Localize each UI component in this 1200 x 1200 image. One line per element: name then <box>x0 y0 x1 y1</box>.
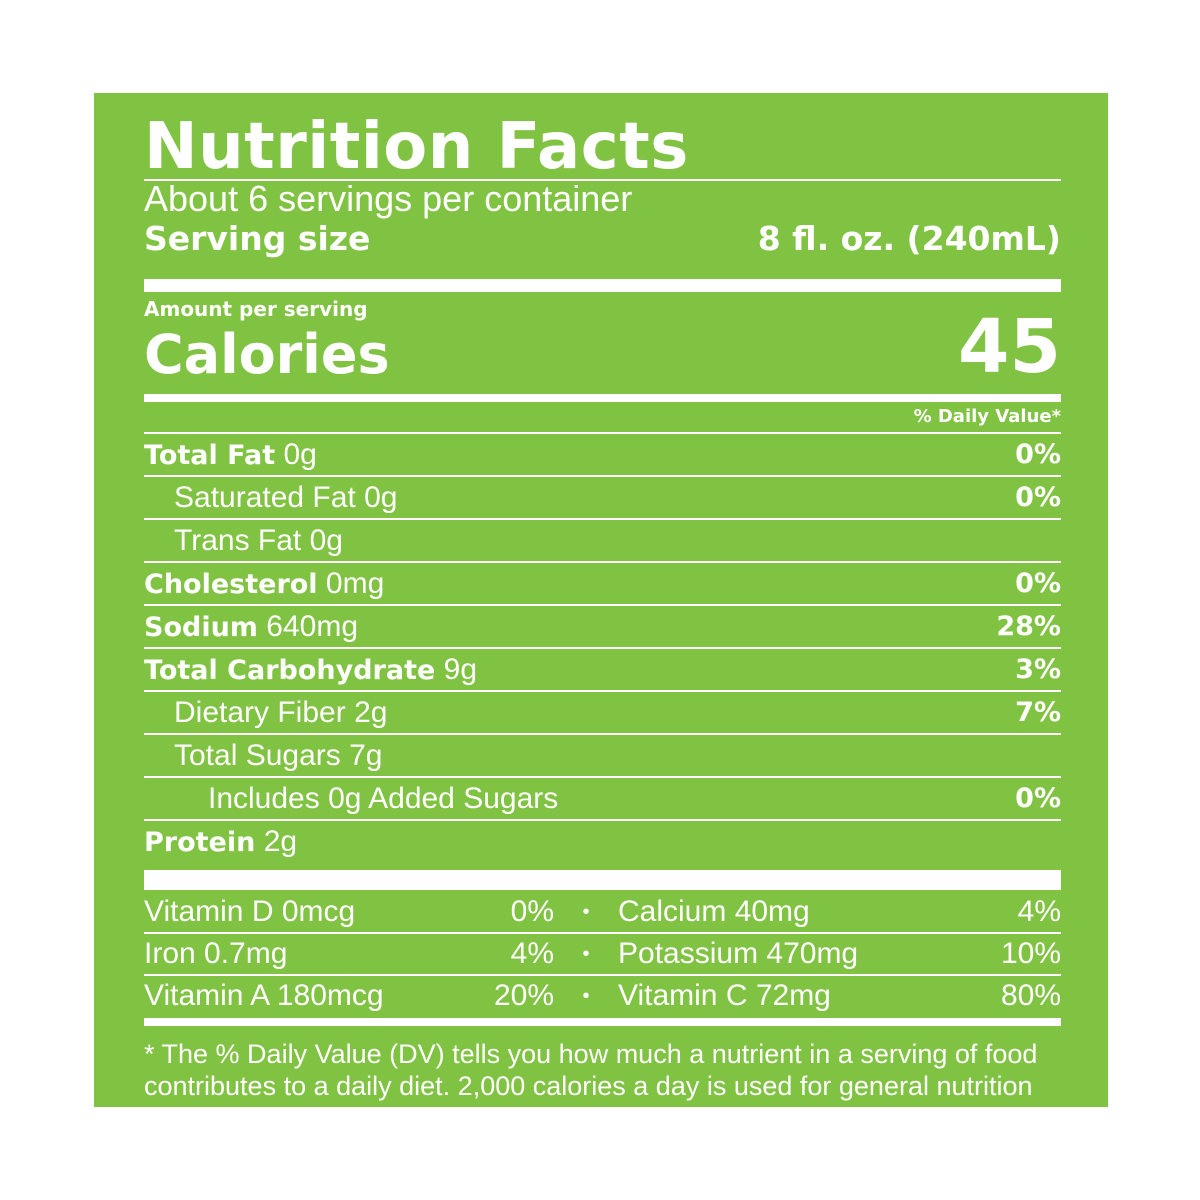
vitamin-name: Vitamin A 180mcg <box>144 979 384 1012</box>
nutrient-label: Dietary Fiber 2g <box>174 696 387 730</box>
nutrient-label: Total Fat 0g <box>144 438 317 472</box>
vitamin-name: Potassium 470mg <box>618 937 859 970</box>
thick-divider <box>144 870 1061 890</box>
thick-divider <box>144 279 1061 292</box>
servings-per-container: About 6 servings per container <box>144 178 633 219</box>
nutrient-name: Trans Fat <box>174 523 302 557</box>
calories-label: Calories <box>144 323 390 386</box>
medium-divider <box>144 1018 1061 1026</box>
nutrient-amount: 0g <box>283 437 317 471</box>
nutrient-dv: 0% <box>1015 568 1061 599</box>
vitamin-row: Iron 0.7mg 4% • Potassium 470mg 10% <box>144 932 1061 974</box>
nutrient-dv: 0% <box>1015 439 1061 470</box>
nutrient-dv: 3% <box>1015 654 1061 685</box>
nutrient-row-trans-fat: Trans Fat 0g <box>144 518 1061 561</box>
serving-size-value: 8 fl. oz. (240mL) <box>757 219 1061 258</box>
nutrient-name: Total Sugars <box>174 738 341 772</box>
nutrient-label: Includes 0g Added Sugars <box>208 781 559 815</box>
label-background <box>94 93 1108 1107</box>
vitamin-cell: Iron 0.7mg 4% <box>144 937 554 971</box>
vitamin-cell: Vitamin C 72mg 80% <box>618 979 1061 1013</box>
serving-size-row: Serving size 8 fl. oz. (240mL) <box>144 219 1061 259</box>
vitamin-row: Vitamin D 0mcg 0% • Calcium 40mg 4% <box>144 892 1061 932</box>
vitamin-name: Vitamin C 72mg <box>618 979 831 1012</box>
medium-divider <box>144 394 1061 402</box>
nutrient-amount: 640mg <box>266 609 359 643</box>
vitamin-row: Vitamin A 180mcg 20% • Vitamin C 72mg 80… <box>144 974 1061 1016</box>
nutrient-amount: 0g <box>309 523 343 557</box>
vitamin-dv: 20% <box>493 979 554 1012</box>
vitamin-dv: 4% <box>510 937 554 970</box>
nutrient-row-total-fat: Total Fat 0g 0% <box>144 432 1061 475</box>
nutrient-label: Saturated Fat 0g <box>174 481 398 515</box>
vitamin-name: Iron 0.7mg <box>144 937 288 970</box>
nutrient-row-saturated-fat: Saturated Fat 0g 0% <box>144 475 1061 518</box>
nutrition-facts-label: Nutrition Facts About 6 servings per con… <box>144 93 1061 1134</box>
daily-value-header: % Daily Value* <box>913 406 1061 427</box>
nutrient-name: Dietary Fiber <box>174 695 346 729</box>
nutrient-row-cholesterol: Cholesterol 0mg 0% <box>144 561 1061 604</box>
nutrient-row-added-sugars: Includes 0g Added Sugars 0% <box>144 776 1061 819</box>
nutrient-amount: 7g <box>349 738 383 772</box>
nutrient-name: Cholesterol <box>144 568 318 600</box>
nutrient-dv: 0% <box>1015 783 1061 814</box>
nutrient-name: Total Carbohydrate <box>144 654 436 686</box>
nutrient-amount: 2g <box>354 695 388 729</box>
vitamin-cell: Vitamin D 0mcg 0% <box>144 895 554 929</box>
nutrient-label: Sodium 640mg <box>144 610 358 644</box>
nutrient-dv: 28% <box>996 611 1061 642</box>
amount-per-serving: Amount per serving <box>144 297 368 321</box>
nutrient-amount: 9g <box>443 652 478 686</box>
nutrient-amount: 0mg <box>325 566 385 600</box>
vitamin-name: Calcium 40mg <box>618 895 810 928</box>
nutrient-row-total-carbohydrate: Total Carbohydrate 9g 3% <box>144 647 1061 690</box>
vitamin-name: Vitamin D 0mcg <box>144 895 356 928</box>
vitamin-dv: 80% <box>1000 979 1061 1012</box>
vitamin-dv: 0% <box>510 895 554 928</box>
nutrient-name: Sodium <box>144 611 258 643</box>
nutrient-row-sodium: Sodium 640mg 28% <box>144 604 1061 647</box>
nutrient-name: Protein <box>144 826 256 858</box>
serving-size-label: Serving size <box>144 219 371 258</box>
nutrient-name: Saturated Fat <box>174 480 356 514</box>
nutrient-name: Total Fat <box>144 439 276 471</box>
nutrient-amount: 0g <box>364 480 398 514</box>
calories-value: 45 <box>958 304 1061 390</box>
nutrient-row-total-sugars: Total Sugars 7g <box>144 733 1061 776</box>
nutrient-dv: 7% <box>1015 697 1061 728</box>
daily-value-footnote: * The % Daily Value (DV) tells you how m… <box>144 1039 1038 1133</box>
calories-row: Calories 45 <box>144 310 1061 386</box>
vitamin-cell: Calcium 40mg 4% <box>618 895 1061 929</box>
vitamin-dv: 10% <box>1000 937 1061 970</box>
nutrient-amount: 2g <box>263 824 298 858</box>
divider <box>144 179 1061 181</box>
bullet-separator: • <box>582 942 590 965</box>
bullet-separator: • <box>582 900 590 923</box>
nutrient-label: Total Sugars 7g <box>174 739 382 773</box>
nutrient-row-dietary-fiber: Dietary Fiber 2g 7% <box>144 690 1061 733</box>
vitamin-cell: Potassium 470mg 10% <box>618 937 1061 971</box>
nutrient-dv: 0% <box>1015 482 1061 513</box>
vitamin-dv: 4% <box>1017 895 1061 928</box>
vitamin-cell: Vitamin A 180mcg 20% <box>144 979 554 1013</box>
nutrient-label: Trans Fat 0g <box>174 524 343 558</box>
nutrient-label: Protein 2g <box>144 825 297 859</box>
bullet-separator: • <box>582 984 590 1007</box>
nutrient-row-protein: Protein 2g <box>144 819 1061 862</box>
nutrient-label: Cholesterol 0mg <box>144 567 384 601</box>
nutrient-label: Total Carbohydrate 9g <box>144 653 477 687</box>
label-title: Nutrition Facts <box>144 110 689 184</box>
